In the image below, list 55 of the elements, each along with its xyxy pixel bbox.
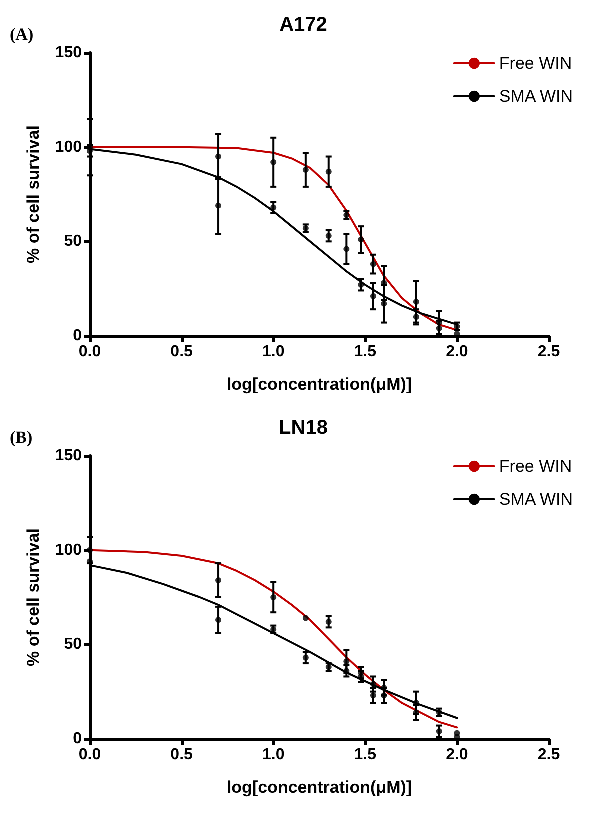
point	[326, 233, 332, 240]
point	[344, 246, 350, 252]
x-tick-label: 1.0	[262, 344, 285, 360]
y-tick-label: 100	[55, 542, 82, 559]
y-axis-title: % of cell survival	[24, 126, 43, 264]
point	[270, 594, 277, 600]
legend-label: Free WIN	[499, 457, 572, 476]
point	[413, 299, 420, 306]
x-axis-title: log[concentration(μM)]	[226, 778, 412, 797]
x-tick-label: 2.0	[446, 344, 468, 360]
point	[370, 293, 376, 300]
y-tick-label: 50	[64, 636, 82, 654]
point	[270, 159, 277, 166]
y-axis-title: % of cell survival	[24, 528, 43, 666]
y-tick-label: 50	[64, 233, 82, 250]
point	[87, 547, 93, 554]
point	[370, 261, 376, 268]
legend-label: SMA WIN	[499, 490, 574, 509]
point	[358, 282, 364, 288]
x-tick-label: 2.5	[538, 746, 560, 764]
legend-label: SMA WIN	[499, 87, 574, 106]
point	[436, 728, 442, 734]
x-tick-label: 0.0	[78, 344, 102, 360]
y-tick-label: 0	[73, 730, 82, 748]
x-tick-label: 1.5	[354, 746, 377, 764]
point	[216, 202, 222, 209]
point	[270, 204, 277, 211]
point	[326, 619, 332, 626]
x-tick-label: 1.0	[262, 746, 285, 764]
point	[302, 166, 309, 173]
legend-label: Free WIN	[499, 54, 572, 73]
x-axis-title: log[concentration(μM)]	[226, 375, 412, 394]
point	[358, 236, 364, 243]
point	[413, 314, 420, 320]
point	[302, 615, 309, 622]
x-tick-label: 1.5	[354, 344, 377, 360]
point	[216, 154, 222, 160]
text: (A)	[10, 25, 34, 44]
y-tick-label: 100	[55, 138, 82, 156]
point	[436, 325, 442, 332]
x-tick-label: 0.0	[78, 746, 102, 764]
chart-title: LN18	[279, 417, 328, 439]
chart-title: A172	[280, 14, 328, 36]
point	[216, 617, 222, 624]
point	[216, 578, 222, 584]
y-tick-label: 0	[73, 328, 82, 344]
x-tick-label: 2.5	[538, 344, 560, 360]
x-tick-label: 0.5	[170, 344, 194, 360]
text: (B)	[10, 428, 33, 447]
point	[302, 654, 309, 661]
x-tick-label: 2.0	[446, 746, 468, 764]
y-tick-label: 150	[55, 44, 82, 62]
x-tick-label: 0.5	[170, 746, 194, 764]
point	[326, 168, 332, 175]
y-tick-label: 150	[55, 448, 82, 464]
